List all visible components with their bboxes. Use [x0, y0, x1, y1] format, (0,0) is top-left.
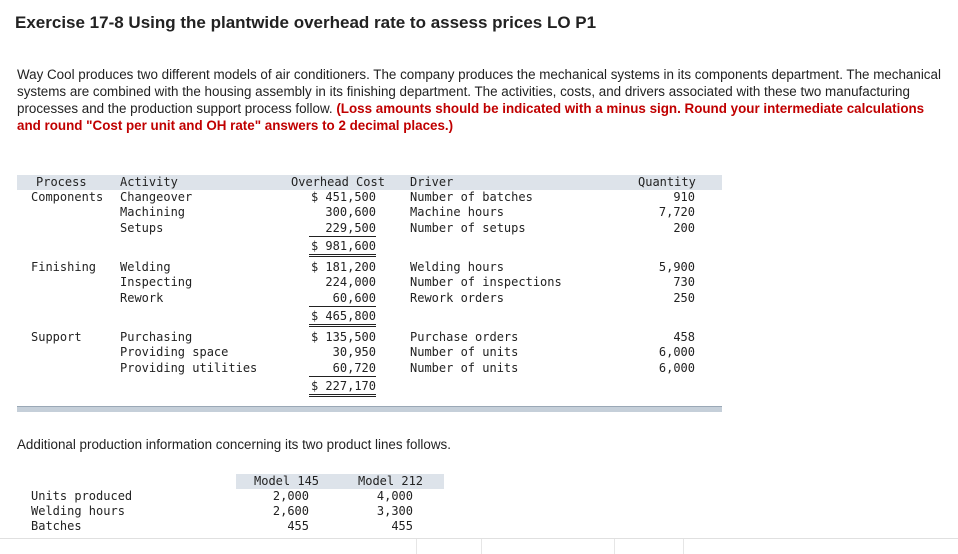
production-info-table: Model 145 Model 212 Units produced 2,000… [17, 474, 444, 536]
process-label: Support [31, 330, 82, 344]
overhead-cost-value: $ 135,500 [310, 330, 376, 344]
quantity-value: 910 [673, 190, 695, 204]
group-total-value: $ 465,800 [309, 309, 376, 327]
header-driver: Driver [410, 175, 454, 189]
driver-label: Number of inspections [410, 275, 562, 289]
activity-label: Changeover [120, 190, 193, 204]
header-model-212: Model 212 [358, 474, 424, 488]
quantity-value: 200 [673, 221, 695, 235]
driver-label: Welding hours [410, 260, 504, 274]
header-overhead-cost: Overhead Cost [291, 175, 385, 189]
divider-tick [416, 539, 417, 554]
driver-label: Machine hours [410, 205, 504, 219]
group-total-value: $ 227,170 [309, 379, 376, 397]
header-quantity: Quantity [638, 175, 696, 189]
table-header-bar [236, 474, 444, 489]
activity-label: Purchasing [120, 330, 193, 344]
quantity-value: 458 [673, 330, 695, 344]
process-label: Finishing [31, 260, 97, 274]
activity-label: Machining [120, 205, 186, 219]
overhead-cost-value: 224,000 [325, 275, 376, 289]
overhead-cost-value: $ 451,500 [310, 190, 376, 204]
overhead-cost-value: 300,600 [325, 205, 376, 219]
table-header-bar [17, 175, 722, 190]
intro-paragraph: Way Cool produces two different models o… [17, 66, 942, 134]
model-212-value: 4,000 [376, 489, 413, 503]
activity-label: Setups [120, 221, 164, 235]
driver-label: Number of units [410, 345, 519, 359]
header-activity: Activity [120, 175, 178, 189]
overhead-cost-value: 30,950 [332, 345, 376, 359]
instructions-text: (Loss amounts should be indicated with a… [17, 101, 925, 133]
row-label: Units produced [31, 489, 133, 503]
additional-info-text: Additional production information concer… [17, 437, 451, 452]
model-212-value: 455 [391, 519, 413, 533]
model-145-value: 2,000 [272, 489, 309, 503]
bottom-divider [0, 538, 958, 539]
driver-label: Number of setups [410, 221, 526, 235]
row-label: Batches [31, 519, 82, 533]
group-total-value: $ 981,600 [309, 239, 376, 257]
process-label: Components [31, 190, 104, 204]
activity-label: Providing utilities [120, 361, 258, 375]
overhead-cost-value: 60,600 [309, 291, 376, 307]
activity-label: Providing space [120, 345, 229, 359]
quantity-value: 6,000 [658, 345, 695, 359]
quantity-value: 6,000 [658, 361, 695, 375]
divider-tick [481, 539, 482, 554]
row-label: Welding hours [31, 504, 125, 518]
header-model-145: Model 145 [254, 474, 320, 488]
quantity-value: 250 [673, 291, 695, 305]
activity-cost-table: Process Activity Overhead Cost Driver Qu… [17, 175, 722, 412]
header-process: Process [36, 175, 87, 189]
activity-label: Welding [120, 260, 171, 274]
intro-text: Way Cool produces two different models o… [17, 67, 941, 116]
divider-tick [683, 539, 684, 554]
driver-label: Purchase orders [410, 330, 519, 344]
activity-label: Inspecting [120, 275, 193, 289]
overhead-cost-value: $ 181,200 [310, 260, 376, 274]
model-145-value: 2,600 [272, 504, 309, 518]
activity-label: Rework [120, 291, 164, 305]
overhead-cost-value: 60,720 [309, 361, 376, 377]
quantity-value: 5,900 [658, 260, 695, 274]
model-212-value: 3,300 [376, 504, 413, 518]
page-title: Exercise 17-8 Using the plantwide overhe… [15, 13, 597, 32]
quantity-value: 7,720 [658, 205, 695, 219]
divider-tick [614, 539, 615, 554]
overhead-cost-value: 229,500 [309, 221, 376, 237]
quantity-value: 730 [673, 275, 695, 289]
driver-label: Rework orders [410, 291, 504, 305]
driver-label: Number of units [410, 361, 519, 375]
driver-label: Number of batches [410, 190, 533, 204]
model-145-value: 455 [287, 519, 309, 533]
table-bottom-bar [17, 406, 722, 412]
